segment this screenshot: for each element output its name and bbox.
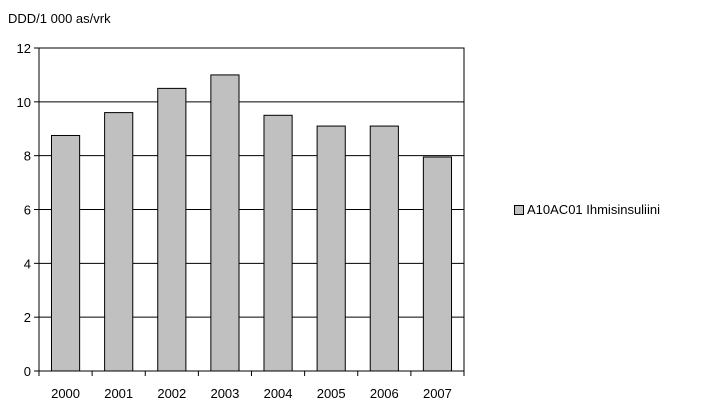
legend-label: A10AC01 Ihmisinsuliini [527, 202, 660, 217]
x-tick-label: 2007 [423, 386, 452, 401]
x-tick-labels: 2000 2001 2002 2003 2004 2005 2006 2007 [51, 386, 452, 401]
x-tick-label: 2005 [317, 386, 346, 401]
bar-2002 [157, 87, 187, 372]
bar-2001 [104, 112, 134, 372]
bar-2005 [316, 125, 346, 372]
y-tick-label: 6 [24, 203, 31, 218]
x-tick-label: 2006 [370, 386, 399, 401]
bar-2003 [210, 74, 240, 372]
legend: A10AC01 Ihmisinsuliini [514, 202, 660, 217]
y-tick-labels: 0 2 4 6 8 10 12 [17, 41, 31, 379]
y-tick-label: 2 [24, 310, 31, 325]
bars [50, 74, 453, 372]
x-tick-label: 2004 [264, 386, 293, 401]
y-tick-label: 4 [24, 256, 31, 271]
x-tick-label: 2000 [51, 386, 80, 401]
bar-2004 [263, 114, 293, 372]
y-tick-label: 12 [17, 41, 31, 56]
axes [34, 47, 465, 376]
bar-2006 [369, 125, 399, 372]
bar-2007 [422, 156, 453, 372]
y-tick-label: 0 [24, 364, 31, 379]
legend-swatch [514, 204, 524, 215]
x-tick-label: 2001 [104, 386, 133, 401]
bar-2000 [50, 134, 81, 372]
y-axis-unit-label: DDD/1 000 as/vrk [8, 11, 111, 26]
x-tick-label: 2003 [210, 386, 239, 401]
y-tick-label: 8 [24, 149, 31, 164]
y-tick-label: 10 [17, 95, 31, 110]
x-tick-label: 2002 [157, 386, 186, 401]
gridlines [39, 47, 464, 318]
